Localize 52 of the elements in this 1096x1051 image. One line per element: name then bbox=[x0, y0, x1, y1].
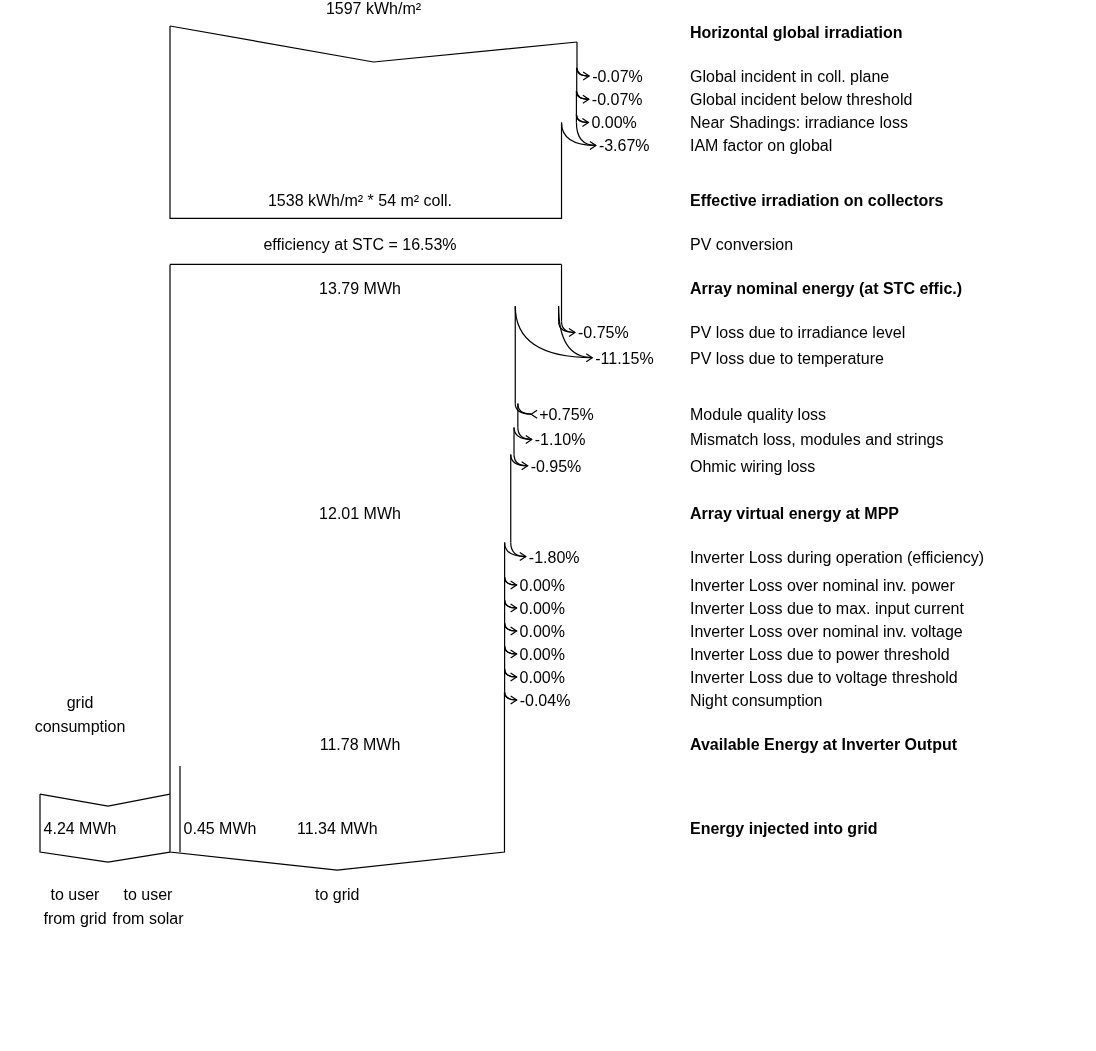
category-label: PV loss due to temperature bbox=[690, 349, 884, 367]
category-label: Inverter Loss due to power threshold bbox=[690, 645, 950, 663]
category-label: Global incident in coll. plane bbox=[690, 68, 890, 85]
data-label: 1597 kWh/m² bbox=[325, 0, 422, 17]
data-label: -0.04% bbox=[519, 691, 571, 709]
data-label: -0.95% bbox=[530, 457, 582, 475]
category-label: PV loss due to irradiance level bbox=[690, 324, 906, 342]
data-label: -11.15% bbox=[595, 349, 654, 367]
data-label: 11.78 MWh bbox=[319, 736, 401, 754]
data-label: +0.75% bbox=[539, 406, 594, 424]
category-label: Effective irradiation on collectors bbox=[690, 192, 944, 210]
category-label: Inverter Loss during operation (efficiency) bbox=[690, 548, 985, 566]
category-label: Energy injected into grid bbox=[690, 820, 878, 838]
data-label: -3.67% bbox=[598, 137, 650, 155]
data-label: 11.34 MWh bbox=[296, 820, 378, 838]
category-label: Inverter Loss due to max. input current bbox=[690, 599, 965, 617]
text: to user from solar bbox=[112, 886, 185, 928]
category-label: Module quality loss bbox=[690, 406, 827, 424]
data-label: -0.07% bbox=[592, 68, 643, 85]
text: 4.24 MWh bbox=[43, 820, 117, 838]
category-label: Mismatch loss, modules and strings bbox=[690, 431, 944, 449]
data-label: -1.10% bbox=[534, 431, 586, 449]
data-label: -0.75% bbox=[577, 324, 629, 342]
data-label: 0.00% bbox=[519, 576, 565, 594]
category-label: Night consumption bbox=[690, 691, 823, 709]
category-label: Global incident below threshold bbox=[690, 91, 913, 109]
category-label: IAM factor on global bbox=[690, 137, 833, 155]
category-label: Inverter Loss over nominal inv. voltage bbox=[690, 622, 963, 640]
category-label: Array nominal energy (at STC effic.) bbox=[690, 280, 963, 298]
data-label: 1538 kWh/m² * 54 m² coll. bbox=[267, 192, 453, 210]
data-label: -0.07% bbox=[591, 91, 643, 109]
category-label: Inverter Loss over nominal inv. power bbox=[690, 576, 956, 594]
category-label: Available Energy at Inverter Output bbox=[690, 736, 958, 754]
data-label: efficiency at STC = 16.53% bbox=[263, 236, 457, 254]
data-label: 0.00% bbox=[519, 622, 565, 640]
data-label: 0.00% bbox=[519, 645, 565, 663]
category-label: Near Shadings: irradiance loss bbox=[690, 114, 908, 132]
data-label: 0.00% bbox=[519, 668, 565, 686]
category-label: Ohmic wiring loss bbox=[690, 457, 816, 475]
text: 0.45 MWh bbox=[183, 820, 257, 838]
text: to user from grid bbox=[43, 886, 107, 928]
category-label: PV conversion bbox=[690, 236, 794, 254]
data-label: 12.01 MWh bbox=[319, 504, 401, 522]
data-label: 13.79 MWh bbox=[319, 280, 401, 298]
category-label: Array virtual energy at MPP bbox=[690, 504, 900, 522]
text: grid consumption bbox=[34, 694, 126, 736]
category-label: Horizontal global irradiation bbox=[690, 24, 903, 41]
data-label: 0.00% bbox=[519, 599, 565, 617]
data-label: 0.00% bbox=[591, 114, 637, 132]
text: to grid bbox=[315, 886, 360, 904]
data-label: -1.80% bbox=[528, 548, 580, 566]
category-label: Inverter Loss due to voltage threshold bbox=[690, 668, 958, 686]
